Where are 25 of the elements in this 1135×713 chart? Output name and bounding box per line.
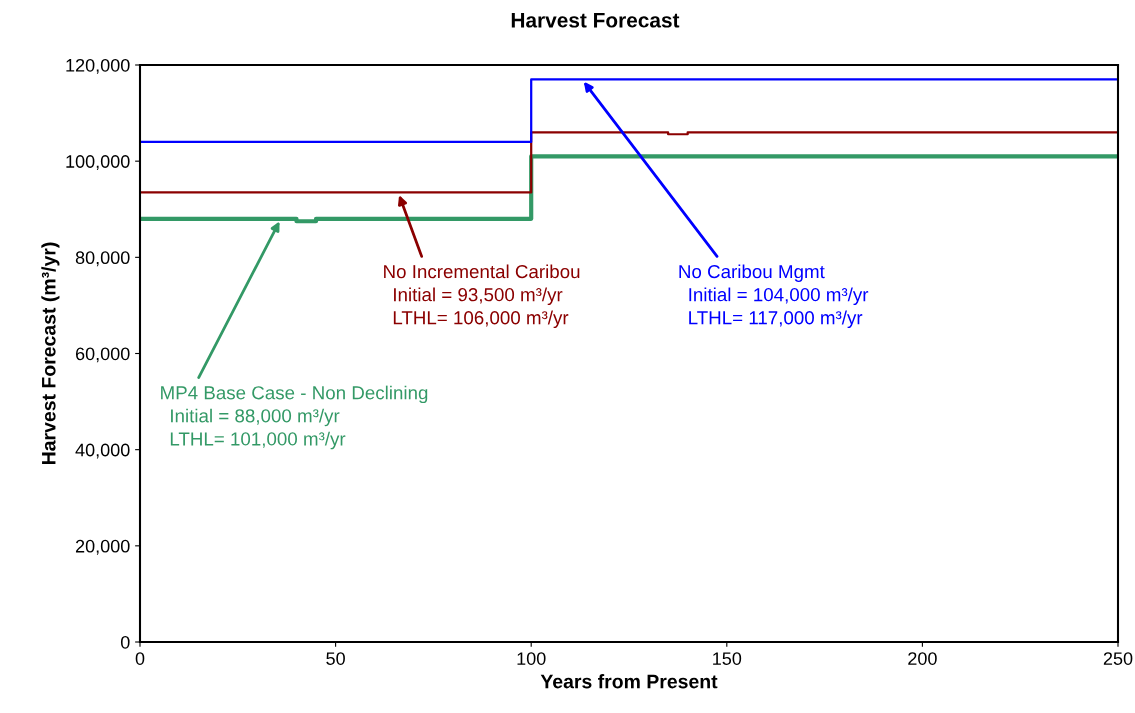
x-axis-title: Years from Present <box>540 674 718 689</box>
y-tick-label: 60,000 <box>75 347 130 363</box>
y-tick-label: 0 <box>120 635 130 649</box>
annotation: LTHL= 101,000 m³/yr <box>170 431 346 450</box>
annotation: Initial = 93,500 m³/yr <box>394 287 563 306</box>
x-tick-label: 100 <box>517 652 546 665</box>
annotation: LTHL= 106,000 m³/yr <box>393 310 569 329</box>
y-tick-label: 120,000 <box>66 58 130 74</box>
x-tick-label: 150 <box>713 652 742 665</box>
annotation: LTHL= 117,000 m³/yr <box>689 310 863 329</box>
x-tick-label: 250 <box>1103 652 1133 665</box>
annotation: Initial = 88,000 m³/yr <box>171 408 340 427</box>
x-tick-label: 200 <box>908 652 937 665</box>
chart-title: Harvest Forecast <box>511 13 680 28</box>
annotation: Initial = 104,000 m³/yr <box>689 287 869 306</box>
y-tick-label: 40,000 <box>75 443 130 459</box>
y-tick-label: 80,000 <box>75 251 130 267</box>
y-tick-label: 20,000 <box>75 539 130 555</box>
text: MP4 Base Case - Non Declining <box>161 385 428 404</box>
text: No Caribou Mgmt <box>679 264 825 282</box>
y-axis-title: Harvest Forecast (m³/yr) <box>41 242 60 465</box>
x-tick-label: 0 <box>135 652 145 665</box>
x-tick-label: 50 <box>326 652 345 665</box>
y-tick-label: 100,000 <box>66 155 130 171</box>
text: No Incremental Caribou <box>384 264 580 279</box>
